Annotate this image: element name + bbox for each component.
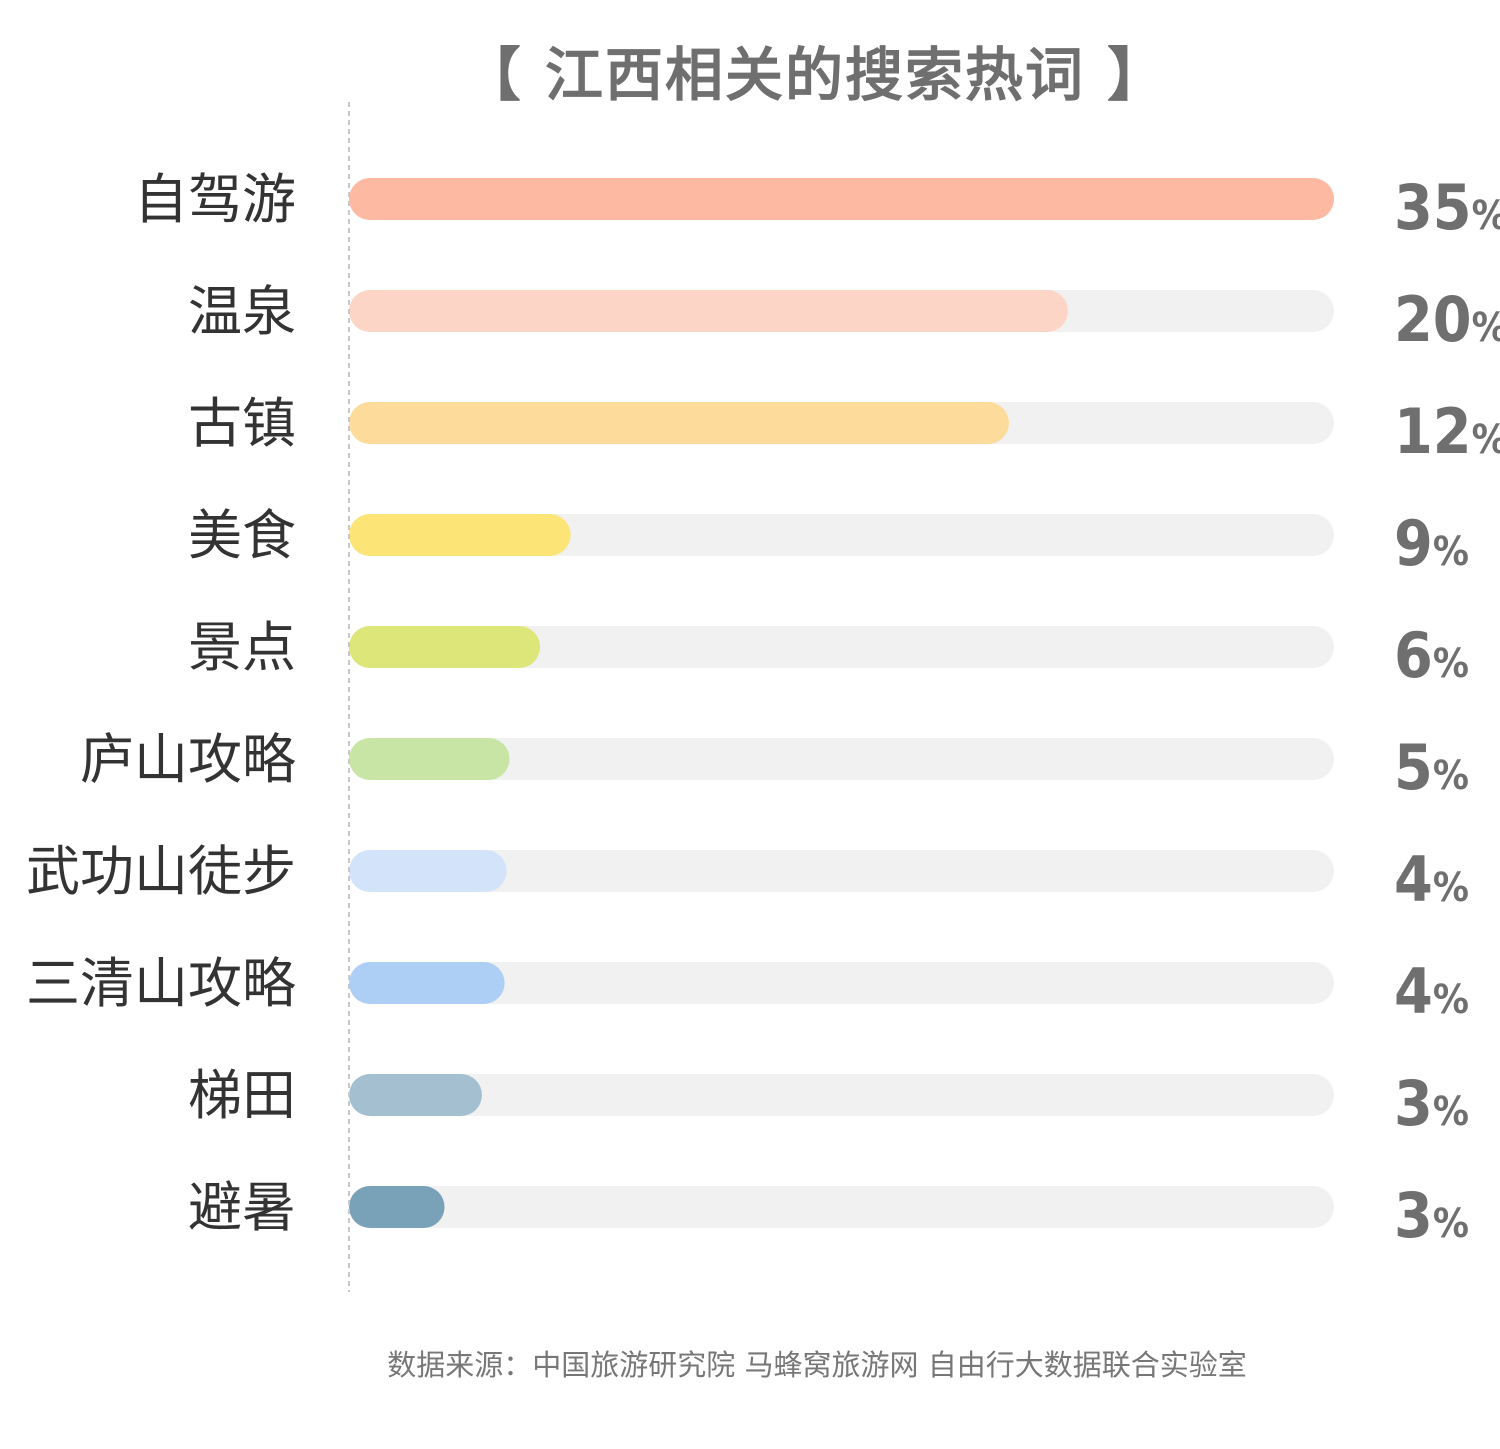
bar-track [349,514,1334,556]
value-percent-sign: % [1433,1201,1469,1247]
bar [349,850,507,892]
value-percent-sign: % [1433,865,1469,911]
bar [349,626,541,668]
value-label: 9% [1394,507,1469,580]
value-number: 4 [1394,843,1433,916]
bar-track [349,1074,1334,1116]
category-label: 古镇 [188,392,296,455]
bar [349,178,1334,220]
bar-track [349,738,1334,780]
value-percent-sign: % [1472,193,1500,239]
bar-track [349,850,1334,892]
bar [349,514,571,556]
category-label: 武功山徒步 [26,840,296,903]
value-number: 4 [1394,955,1433,1028]
value-number: 12 [1394,395,1472,468]
value-label: 20% [1394,283,1500,356]
category-label: 温泉 [188,280,296,343]
value-percent-sign: % [1472,417,1500,463]
value-percent-sign: % [1433,977,1469,1023]
value-percent-sign: % [1433,641,1469,687]
value-number: 6 [1394,619,1433,692]
value-percent-sign: % [1433,753,1469,799]
bar [349,962,505,1004]
value-label: 5% [1394,731,1469,804]
value-number: 20 [1394,283,1472,356]
value-labels: 35%20%12%9%6%5%4%4%3%3% [1394,171,1500,1252]
bar [349,290,1069,332]
value-percent-sign: % [1472,305,1500,351]
bar [349,738,510,780]
value-label: 3% [1394,1179,1469,1252]
category-label: 景点 [188,616,296,679]
value-percent-sign: % [1433,529,1469,575]
category-label: 三清山攻略 [26,952,296,1015]
value-percent-sign: % [1433,1089,1469,1135]
bar-tracks [349,178,1334,1228]
bar [349,402,1009,444]
category-label: 避暑 [188,1176,296,1239]
value-label: 12% [1394,395,1500,468]
bar-track [349,1186,1334,1228]
value-label: 3% [1394,1067,1469,1140]
value-label: 4% [1394,843,1469,916]
value-label: 4% [1394,955,1469,1028]
bar-track [349,962,1334,1004]
value-number: 3 [1394,1067,1433,1140]
bar [349,1186,445,1228]
chart-title: 【 江西相关的搜索热词 】 [462,41,1168,109]
value-number: 35 [1394,171,1472,244]
bar-track [349,626,1334,668]
category-label: 庐山攻略 [80,728,296,791]
value-number: 9 [1394,507,1433,580]
value-label: 6% [1394,619,1469,692]
category-label: 自驾游 [134,168,296,231]
value-number: 3 [1394,1179,1433,1252]
value-label: 35% [1394,171,1500,244]
source-note: 数据来源：中国旅游研究院 马蜂窝旅游网 自由行大数据联合实验室 [387,1348,1247,1382]
bar [349,1074,482,1116]
value-number: 5 [1394,731,1433,804]
bars [349,178,1334,1228]
category-label: 美食 [188,504,296,567]
category-label: 梯田 [188,1064,296,1127]
